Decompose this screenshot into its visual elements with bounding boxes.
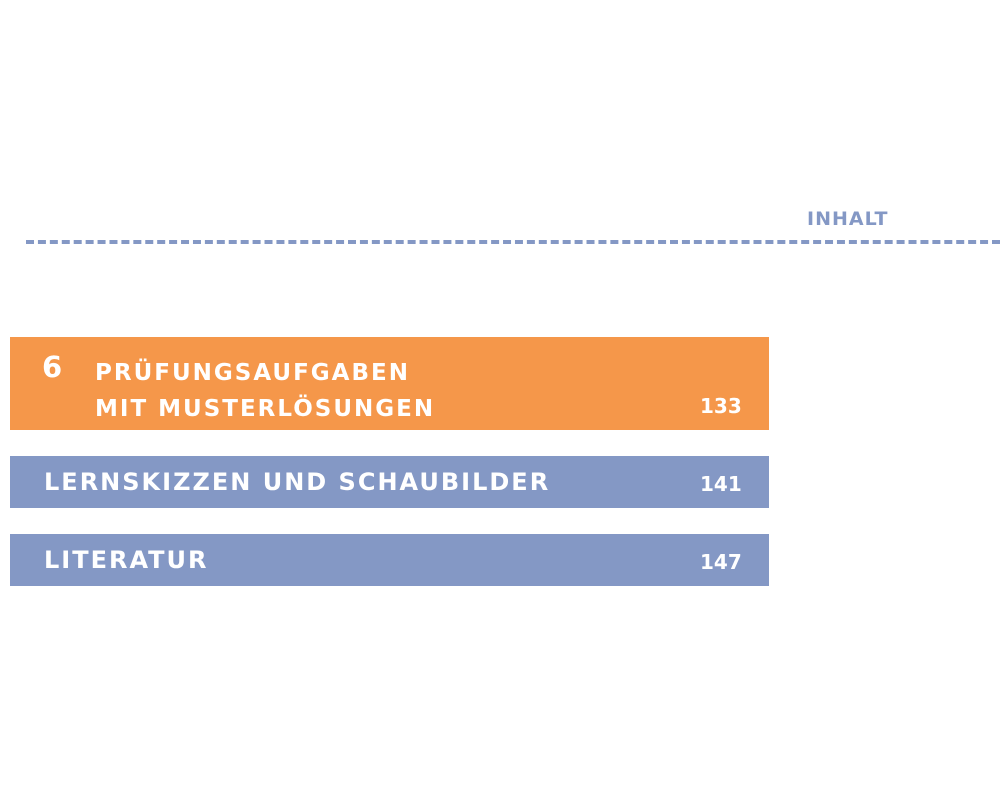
section-header-label: INHALT — [807, 208, 889, 230]
entry-title: LERNSKIZZEN UND SCHAUBILDER — [44, 468, 551, 496]
toc-entry-lernskizzen[interactable]: LERNSKIZZEN UND SCHAUBILDER 141 — [10, 456, 769, 508]
chapter-title-line-2: MIT MUSTERLÖSUNGEN — [95, 396, 436, 422]
chapter-title: PRÜFUNGSAUFGABEN MIT MUSTERLÖSUNGEN — [95, 355, 435, 427]
entry-title: LITERATUR — [44, 546, 209, 574]
toc-entry-literatur[interactable]: LITERATUR 147 — [10, 534, 769, 586]
dashed-divider — [26, 240, 1000, 244]
page-number: 133 — [700, 394, 742, 418]
chapter-title-line-1: PRÜFUNGSAUFGABEN — [95, 360, 410, 386]
page-number: 141 — [700, 472, 742, 496]
page-number: 147 — [700, 550, 742, 574]
chapter-number: 6 — [42, 350, 64, 384]
toc-entry-chapter-6[interactable]: 6 PRÜFUNGSAUFGABEN MIT MUSTERLÖSUNGEN 13… — [10, 337, 769, 430]
